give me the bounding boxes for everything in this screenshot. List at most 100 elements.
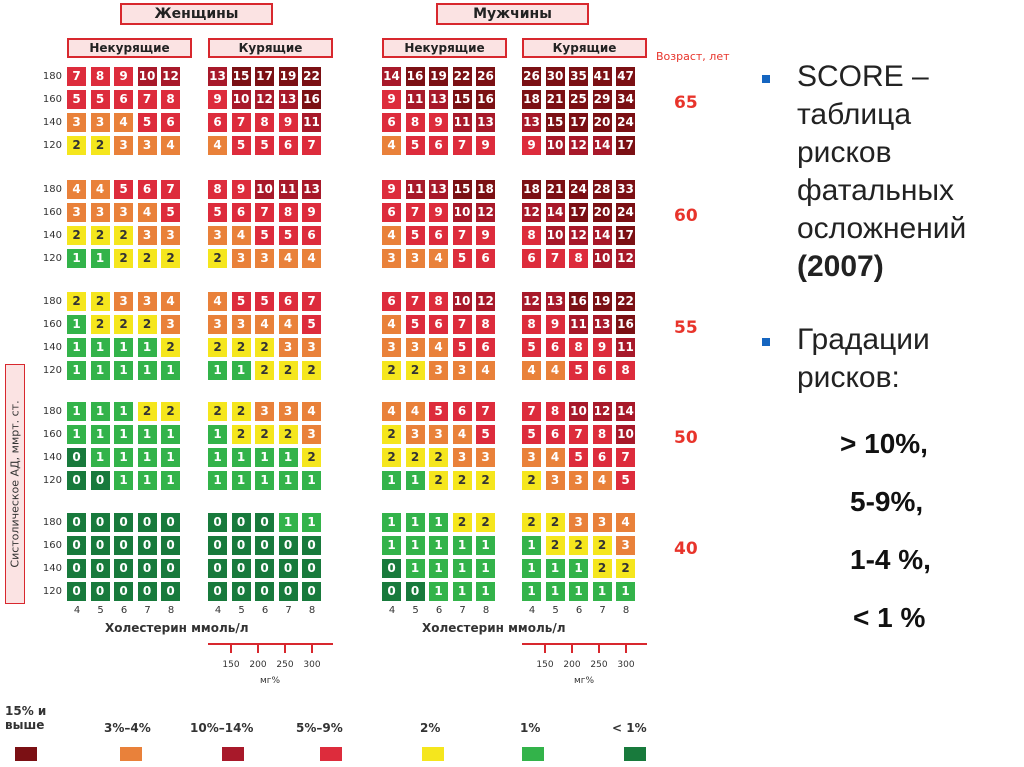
men-smokers-cell: 7 — [616, 448, 635, 467]
women-nonsmokers-cell: 5 — [114, 180, 133, 199]
bp-label: 180 — [42, 406, 62, 417]
men-smokers-cell: 6 — [592, 361, 612, 380]
women-nonsmokers-cell: 4 — [67, 180, 86, 199]
chol-tick: 4 — [388, 605, 396, 616]
women-smokers-cell: 3 — [208, 226, 227, 245]
women-nonsmokers-cell: 1 — [90, 402, 110, 421]
men-nonsmokers-cell: 8 — [476, 315, 495, 334]
men-nonsmokers-cell: 9 — [429, 203, 448, 222]
men-nonsmokers-cell: 4 — [382, 226, 401, 245]
legend-label: 3%–4% — [104, 721, 151, 735]
women-smokers-cell: 4 — [231, 226, 251, 245]
men-smokers-cell: 3 — [592, 513, 612, 532]
men-nonsmokers-cell: 1 — [476, 559, 495, 578]
men-smokers-cell: 25 — [569, 90, 588, 109]
men-nonsmokers-cell: 4 — [405, 402, 425, 421]
men-nonsmokers-cell: 3 — [382, 249, 401, 268]
mg-unit: мг% — [574, 676, 595, 686]
men-nonsmokers-cell: 1 — [452, 582, 472, 601]
men-smokers-cell: 2 — [616, 559, 635, 578]
women-smokers-cell: 4 — [208, 292, 227, 311]
women-smokers-cell: 7 — [231, 113, 251, 132]
men-smokers-cell: 12 — [569, 136, 588, 155]
women-smokers-cell: 13 — [278, 90, 298, 109]
sbp-axis-text: Систолическое АД, ммрт. ст. — [8, 400, 22, 568]
women-smokers-cell: 5 — [231, 136, 251, 155]
women-smokers-cell: 0 — [255, 582, 274, 601]
women-smokers-cell: 1 — [231, 448, 251, 467]
men-nonsmokers-cell: 5 — [429, 402, 448, 421]
women-nonsmokers-cell: 0 — [161, 559, 180, 578]
men-nonsmokers-cell: 14 — [382, 67, 401, 86]
women-smokers-cell: 0 — [278, 536, 298, 555]
men-nonsmokers-cell: 7 — [452, 315, 472, 334]
men-nonsmokers-cell: 9 — [382, 90, 401, 109]
men-nonsmokers-cell: 22 — [452, 67, 472, 86]
men-smokers-cell: 12 — [569, 226, 588, 245]
men-smokers-cell: 1 — [569, 559, 588, 578]
women-smokers-cell: 2 — [231, 425, 251, 444]
women-nonsmokers-cell: 0 — [90, 513, 110, 532]
legend-swatch — [522, 747, 544, 761]
legend-label: 10%–14% — [190, 721, 254, 735]
men-smokers-cell: 3 — [569, 513, 588, 532]
women-smokers-cell: 4 — [302, 402, 321, 421]
women-smokers-cell: 6 — [278, 292, 298, 311]
women-nonsmokers-cell: 3 — [67, 113, 86, 132]
men-nonsmokers-cell: 3 — [405, 249, 425, 268]
women-smokers-cell: 5 — [255, 226, 274, 245]
women-nonsmokers-header: Некурящие — [67, 38, 192, 58]
women-smokers-cell: 0 — [208, 559, 227, 578]
chol-tick: 7 — [285, 605, 292, 616]
men-smokers-cell: 13 — [522, 113, 541, 132]
men-nonsmokers-cell: 3 — [476, 448, 495, 467]
women-nonsmokers-cell: 2 — [67, 292, 86, 311]
women-nonsmokers-cell: 3 — [137, 226, 157, 245]
men-smokers-cell: 34 — [616, 90, 635, 109]
women-nonsmokers-cell: 0 — [90, 582, 110, 601]
legend-label: 15% и выше — [5, 704, 47, 732]
chol-tick: 4 — [214, 605, 222, 616]
men-nonsmokers-cell: 6 — [429, 226, 448, 245]
men-smokers-cell: 14 — [592, 136, 612, 155]
women-nonsmokers-cell: 0 — [137, 582, 157, 601]
mg-scale-value: 300 — [303, 660, 321, 670]
women-nonsmokers-cell: 6 — [114, 90, 133, 109]
men-nonsmokers-cell: 1 — [429, 536, 448, 555]
bp-label: 160 — [42, 94, 62, 105]
men-smokers-cell: 15 — [545, 113, 565, 132]
men-nonsmokers-cell: 0 — [382, 559, 401, 578]
women-smokers-cell: 0 — [231, 559, 251, 578]
score-description-line: SCORE – — [797, 60, 929, 93]
women-smokers-cell: 11 — [302, 113, 321, 132]
mg-scale-value: 150 — [536, 660, 554, 670]
men-nonsmokers-cell: 1 — [405, 471, 425, 490]
men-nonsmokers-cell: 13 — [476, 113, 495, 132]
women-nonsmokers-cell: 2 — [137, 315, 157, 334]
men-smokers-cell: 2 — [592, 559, 612, 578]
men-smokers-cell: 11 — [569, 315, 588, 334]
legend-swatch — [222, 747, 244, 761]
bp-label: 160 — [42, 319, 62, 330]
men-nonsmokers-cell: 9 — [382, 180, 401, 199]
women-smokers-cell: 1 — [302, 471, 321, 490]
women-smokers-cell: 0 — [255, 513, 274, 532]
men-nonsmokers-cell: 4 — [452, 425, 472, 444]
men-smokers-cell: 4 — [616, 513, 635, 532]
women-smokers-cell: 1 — [208, 425, 227, 444]
women-nonsmokers-cell: 0 — [67, 536, 86, 555]
men-smokers-cell: 5 — [569, 361, 588, 380]
men-nonsmokers-cell: 15 — [452, 90, 472, 109]
bp-label: 140 — [42, 342, 62, 353]
men-nonsmokers-cell: 9 — [476, 136, 495, 155]
mg-scale-line — [208, 643, 333, 645]
legend-label: < 1% — [612, 721, 647, 735]
men-smokers-cell: 8 — [569, 249, 588, 268]
women-nonsmokers-cell: 1 — [137, 425, 157, 444]
men-smokers-cell: 8 — [616, 361, 635, 380]
mg-scale-value: 150 — [222, 660, 240, 670]
chol-tick: 5 — [412, 605, 419, 616]
men-smokers-cell: 14 — [545, 203, 565, 222]
women-smokers-cell: 0 — [231, 582, 251, 601]
chol-tick: 8 — [167, 605, 175, 616]
